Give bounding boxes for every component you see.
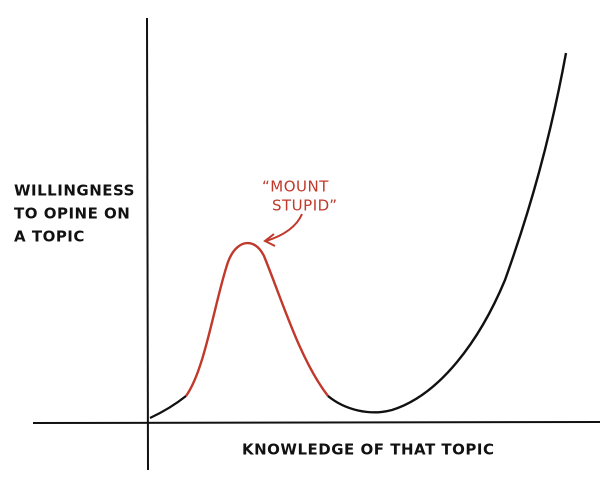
- annotation-arrow: [265, 213, 303, 242]
- annotation: “MOUNT STUPID”: [262, 178, 338, 215]
- y-label-line: TO OPINE ON: [14, 205, 130, 223]
- curve-end: [327, 52, 568, 414]
- mount-stupid-curve: [185, 241, 329, 397]
- x-axis: [32, 421, 601, 424]
- arrow-head: [263, 233, 276, 247]
- x-axis-label: KNOWLEDGE OF THAT TOPIC: [242, 441, 494, 459]
- y-label-line: A TOPIC: [14, 228, 85, 246]
- y-axis-label: WILLINGNESS TO OPINE ON A TOPIC: [14, 182, 135, 246]
- annotation-line: “MOUNT: [262, 178, 329, 196]
- y-label-line: WILLINGNESS: [14, 182, 135, 200]
- y-axis: [146, 17, 149, 471]
- curve-start: [149, 395, 187, 419]
- annotation-line: STUPID”: [272, 197, 338, 215]
